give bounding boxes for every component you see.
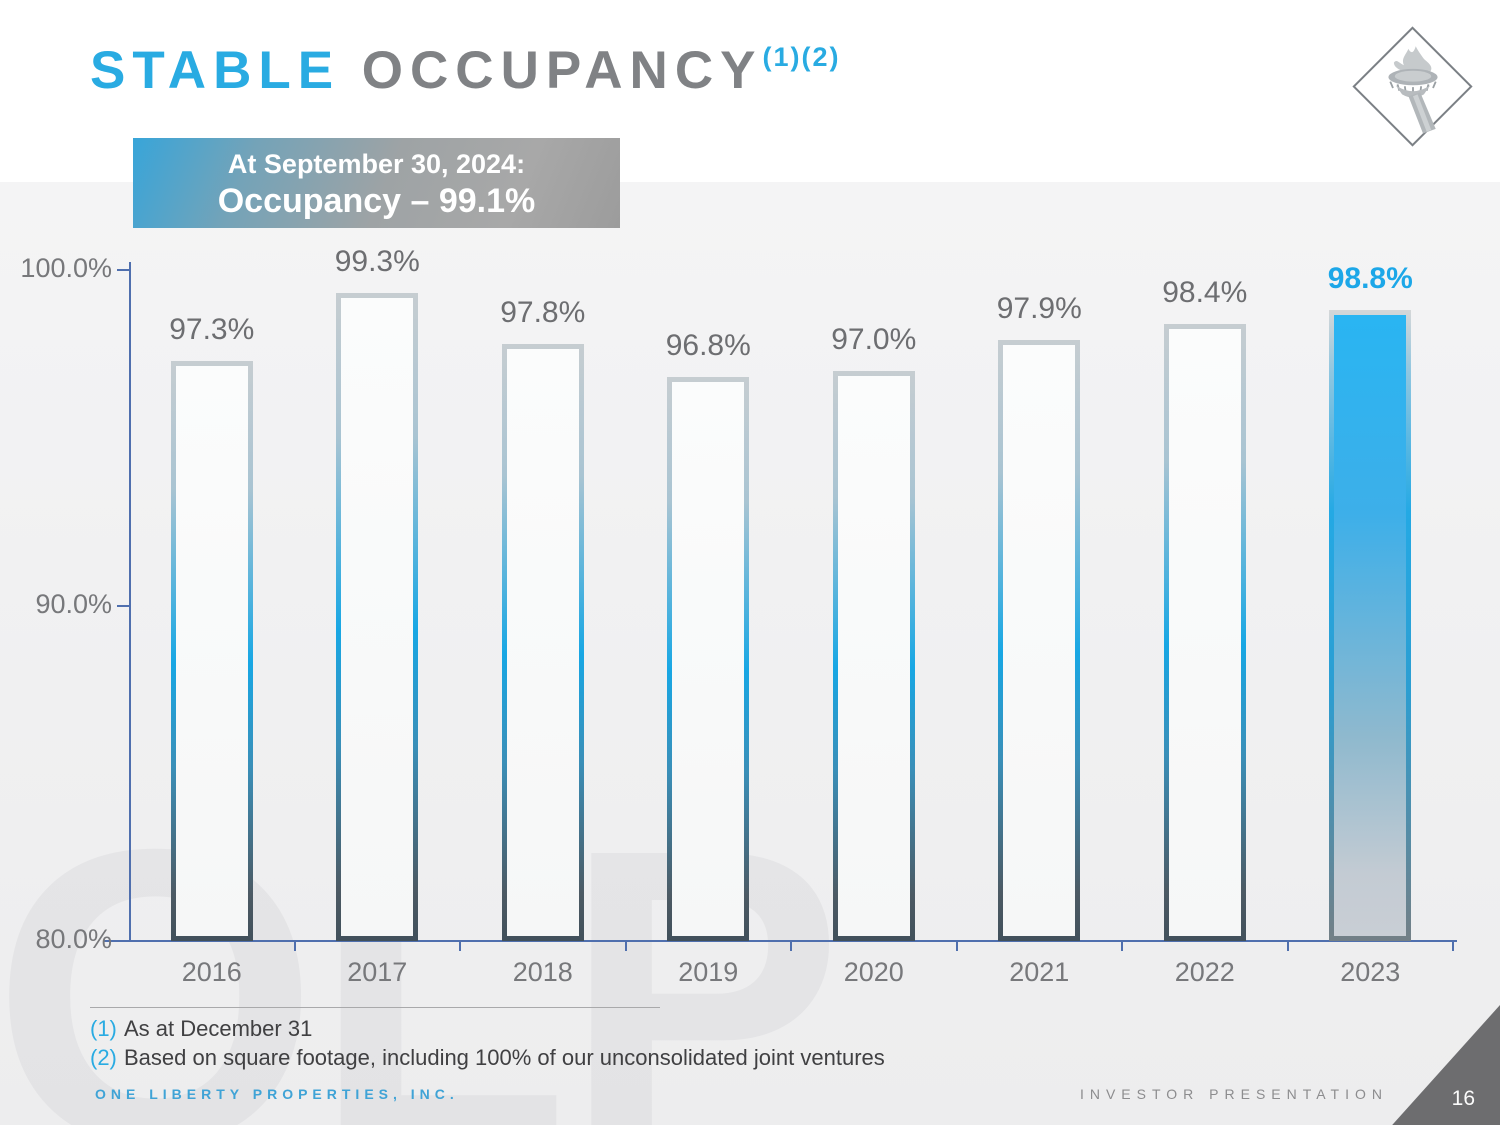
bar-value-label: 97.3% [169,312,255,346]
x-axis-tick [624,942,627,951]
x-axis-category-label: 2018 [512,957,573,987]
x-axis-category-label: 2017 [347,957,408,987]
bar [667,377,750,941]
bar-fill [175,365,248,936]
callout-date-line: At September 30, 2024: [227,149,526,179]
x-axis-tick [955,942,958,951]
x-axis-tick [293,942,296,951]
bar-value-label: 96.8% [665,329,751,363]
x-axis-tick [1286,942,1289,951]
bar-fill [1168,328,1241,936]
bar [998,340,1081,941]
bar-fill [506,348,579,936]
footnote-2-text: Based on square footage, including 100% … [124,1045,885,1070]
title-highlight-word: STABLE [90,41,341,100]
x-axis-category-label: 2021 [1009,957,1070,987]
y-axis-tick [117,604,129,607]
x-axis-tick [459,942,461,951]
bar [501,343,584,941]
bar [336,293,419,941]
x-axis-tick [790,942,792,951]
footnote-2: (2) Based on square footage, including 10… [90,1045,885,1071]
bar-2023-highlighted [1329,310,1412,941]
bar [1163,323,1246,941]
occupancy-callout-box: At September 30, 2024: Occupancy – 99.1% [133,138,620,228]
x-axis-tick [1121,942,1123,951]
bar-value-label: 98.4% [1162,275,1248,309]
bar-fill [837,375,910,936]
bar-fill [1334,315,1407,936]
y-axis-tick-label: 80.0% [35,924,112,954]
footnote-1-text: As at December 31 [124,1016,313,1041]
liberty-torch-icon [1357,34,1468,145]
title-rest: OCCUPANCY [340,41,763,100]
y-axis-line [129,262,131,941]
y-axis-tick-label: 100.0% [20,253,112,283]
footnote-1-marker: (1) [90,1016,117,1041]
bar-fill [672,382,745,936]
y-axis-tick [117,269,129,271]
bar-fill [341,298,414,936]
bar-value-label: 97.9% [996,292,1082,326]
footnote-divider [90,1007,660,1008]
bar-value-label: 97.8% [500,295,586,329]
x-axis-line [103,940,1457,942]
x-axis-tick [1452,942,1454,951]
footnote-1: (1) As at December 31 [90,1016,312,1042]
x-axis-category-label: 2020 [843,957,904,987]
bar-value-label: 97.0% [831,322,917,356]
footer-presentation-label: INVESTOR PRESENTATION [1079,1086,1388,1102]
bar-value-label: 98.8% [1327,262,1413,296]
x-axis-category-label: 2016 [181,957,242,987]
callout-occupancy-line: Occupancy – 99.1% [217,182,536,220]
page-title: STABLE OCCUPANCY(1)(2) [90,40,840,101]
page-number: 16 [1451,1087,1475,1110]
footer-company-name: ONE LIBERTY PROPERTIES, INC. [95,1086,459,1102]
title-footnote-markers: (1)(2) [762,42,841,72]
x-axis-category-label: 2019 [678,957,739,987]
x-axis-category-label: 2022 [1174,957,1235,987]
company-logo [1352,26,1473,147]
x-axis-category-label: 2023 [1340,957,1401,987]
bar [832,370,915,941]
y-axis-tick-label: 90.0% [35,588,112,619]
bar-value-label: 99.3% [334,245,420,279]
y-axis-tick [117,940,129,942]
bar [170,360,253,941]
bar-fill [1003,345,1076,936]
footnote-2-marker: (2) [90,1045,117,1070]
